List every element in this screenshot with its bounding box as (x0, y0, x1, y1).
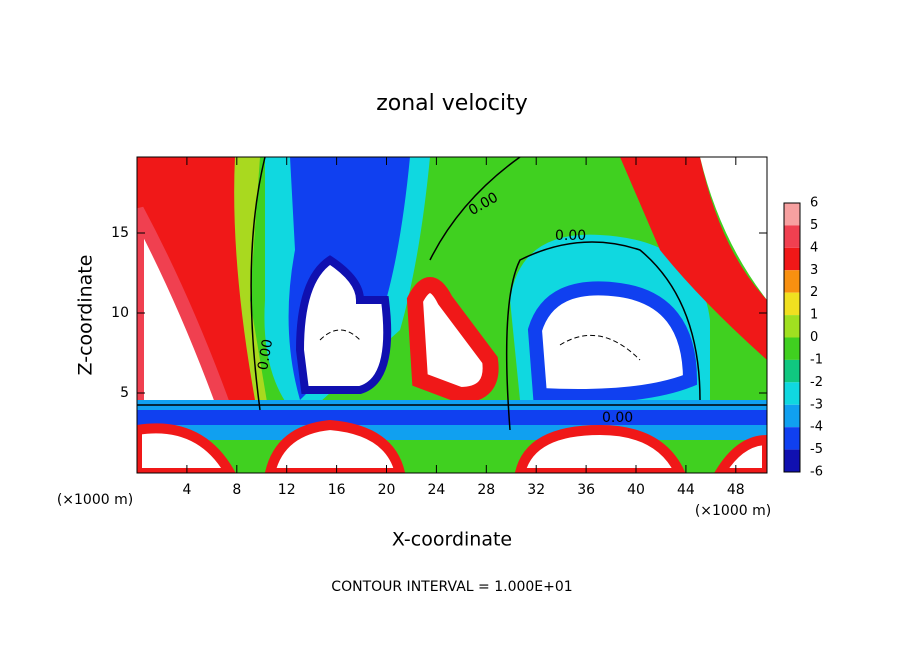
colorbar-segment (784, 315, 800, 338)
contour-label: 0.00 (555, 228, 586, 244)
y-tick-label: 10 (111, 305, 129, 321)
colorbar-label: -1 (810, 352, 823, 367)
colorbar-label: 2 (810, 285, 818, 300)
x-axis-label: X-coordinate (392, 529, 512, 551)
colorbar-label: 1 (810, 308, 818, 323)
x-tick-label: 4 (182, 482, 191, 498)
contour-label: 0.00 (255, 338, 276, 371)
contour-label: 0.00 (602, 410, 633, 426)
x-tick-label: 8 (232, 482, 241, 498)
colorbar-segment (784, 427, 800, 450)
x-unit: (×1000 m) (695, 503, 771, 519)
colorbar-segment (784, 359, 800, 383)
colorbar-frame (783, 202, 801, 473)
y-tick-label: 15 (111, 225, 129, 241)
colorbar-label: 4 (810, 240, 818, 255)
x-tick-label: 16 (328, 482, 346, 498)
x-tick-label: 36 (577, 482, 595, 498)
colorbar-segment (784, 225, 800, 248)
colorbar-segment (784, 337, 800, 360)
chart-title: zonal velocity (376, 91, 528, 116)
colorbar-segment (784, 382, 800, 405)
colorbar-segment (784, 270, 800, 293)
colorbar-segment (784, 292, 800, 316)
x-tick-label: 40 (627, 482, 645, 498)
colorbar-label: 6 (810, 196, 818, 211)
colorbar-segment (784, 247, 800, 271)
x-unit: (×1000 m) (57, 492, 133, 508)
colorbar-label: 3 (810, 263, 818, 278)
x-tick-label: 28 (477, 482, 495, 498)
plot-frame (136, 156, 768, 474)
y-tick-label: 5 (120, 385, 129, 401)
colorbar-label: -4 (810, 420, 823, 435)
colorbar-label: -2 (810, 375, 823, 390)
colorbar-segment (784, 203, 800, 226)
field (137, 157, 767, 473)
colorbar-segment (784, 404, 800, 428)
x-tick-label: 48 (727, 482, 745, 498)
colorbar-label: 0 (810, 330, 818, 345)
x-tick-label: 32 (527, 482, 545, 498)
colorbar-label: -5 (810, 442, 823, 457)
colorbar-label: 5 (810, 218, 818, 233)
colorbar-label: -3 (810, 397, 823, 412)
footer: CONTOUR INTERVAL = 1.000E+01 (331, 579, 572, 595)
x-tick-label: 24 (427, 482, 445, 498)
x-tick-label: 20 (378, 482, 396, 498)
x-tick-label: 44 (677, 482, 695, 498)
x-tick-label: 12 (278, 482, 296, 498)
colorbar-segment (784, 449, 800, 472)
colorbar-label: -6 (810, 465, 823, 480)
y-axis-label: Z-coordinate (75, 255, 97, 376)
